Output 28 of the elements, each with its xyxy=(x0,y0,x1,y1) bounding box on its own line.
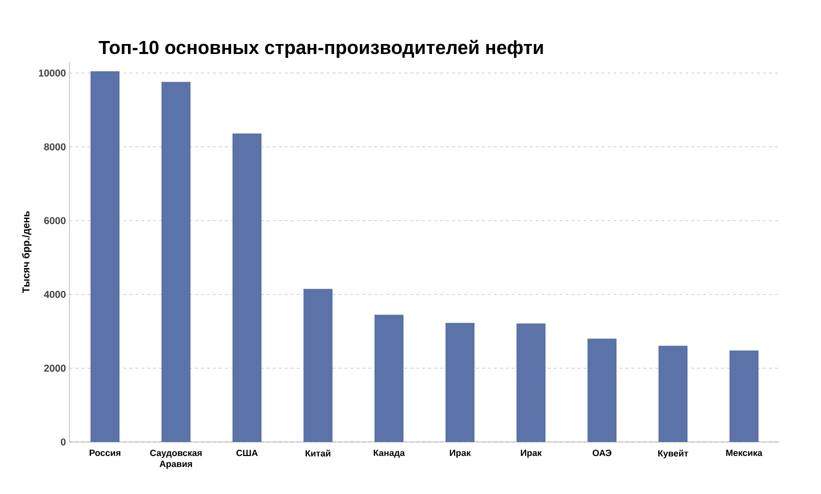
x-tick-label: Саудовская Аравия xyxy=(150,450,202,469)
bar xyxy=(374,314,404,442)
bar xyxy=(162,82,191,442)
bar xyxy=(730,350,759,442)
x-tick-label: Мексика xyxy=(726,450,762,456)
y-tick-label: 8000 xyxy=(44,143,66,150)
x-tick-label: Канада xyxy=(374,450,405,458)
bar xyxy=(232,134,262,442)
y-tick-label: 6000 xyxy=(44,217,66,224)
x-tick-label: США xyxy=(236,450,258,456)
y-tick-label: 10000 xyxy=(38,70,66,77)
y-tick-label: 0 xyxy=(60,438,66,446)
bar xyxy=(588,338,617,442)
x-tick-label: Кувейт xyxy=(658,450,688,458)
bar xyxy=(90,71,120,442)
bar xyxy=(446,322,475,442)
x-tick-label: Россия xyxy=(90,450,120,456)
x-tick-label: Ирак xyxy=(520,450,542,458)
x-tick-label: ОАЭ xyxy=(592,450,612,456)
x-tick-label: Ирак xyxy=(450,450,471,458)
bar xyxy=(658,346,688,442)
x-tick-label: Китай xyxy=(306,450,330,457)
bar xyxy=(304,288,333,442)
bar xyxy=(516,324,546,442)
chart-title: Топ-10 основных стран-производителей нефти xyxy=(98,40,543,58)
y-tick-label: 2000 xyxy=(44,364,66,372)
y-axis-title: Тысяч брр./день xyxy=(22,211,32,293)
y-tick-label: 4000 xyxy=(44,290,66,298)
